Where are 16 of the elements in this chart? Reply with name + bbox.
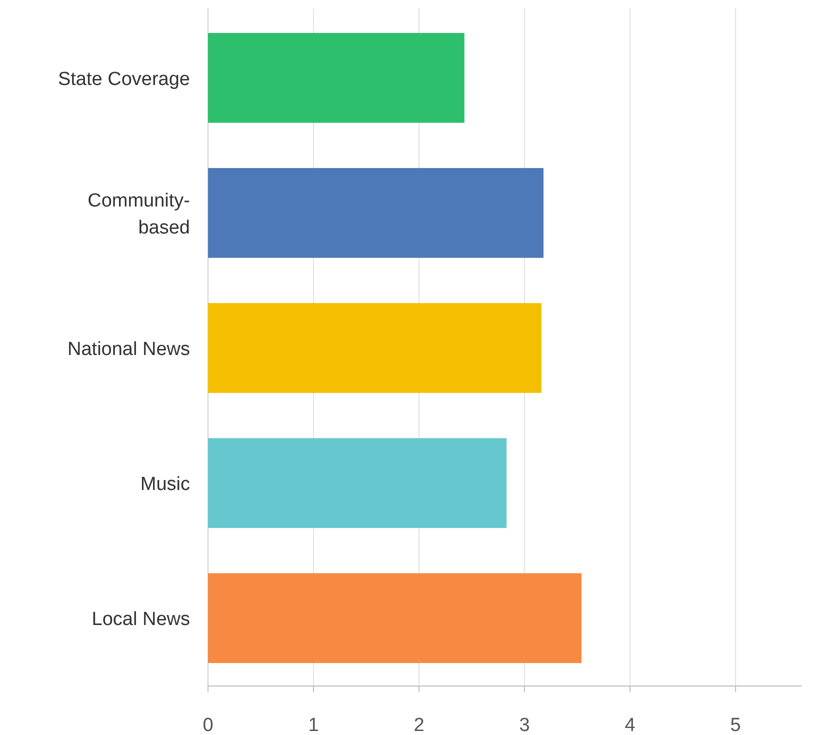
x-tick-label: 0 [202, 715, 214, 735]
x-tick-label: 5 [730, 715, 741, 735]
y-tick-label: National News [68, 339, 190, 360]
y-tick-label: Community-based [88, 190, 190, 238]
x-tick-label: 2 [414, 715, 424, 735]
y-tick-label: State Coverage [58, 68, 190, 90]
bar [208, 168, 544, 258]
bar [208, 32, 464, 123]
bar [208, 438, 507, 528]
x-tick-label: 3 [519, 715, 530, 735]
y-tick-label: Local News [92, 609, 190, 630]
x-tick-label: 4 [624, 715, 636, 735]
bar [208, 303, 542, 393]
y-tick-label: Music [140, 474, 190, 496]
x-tick-label: 1 [308, 715, 319, 735]
bar [208, 573, 582, 664]
